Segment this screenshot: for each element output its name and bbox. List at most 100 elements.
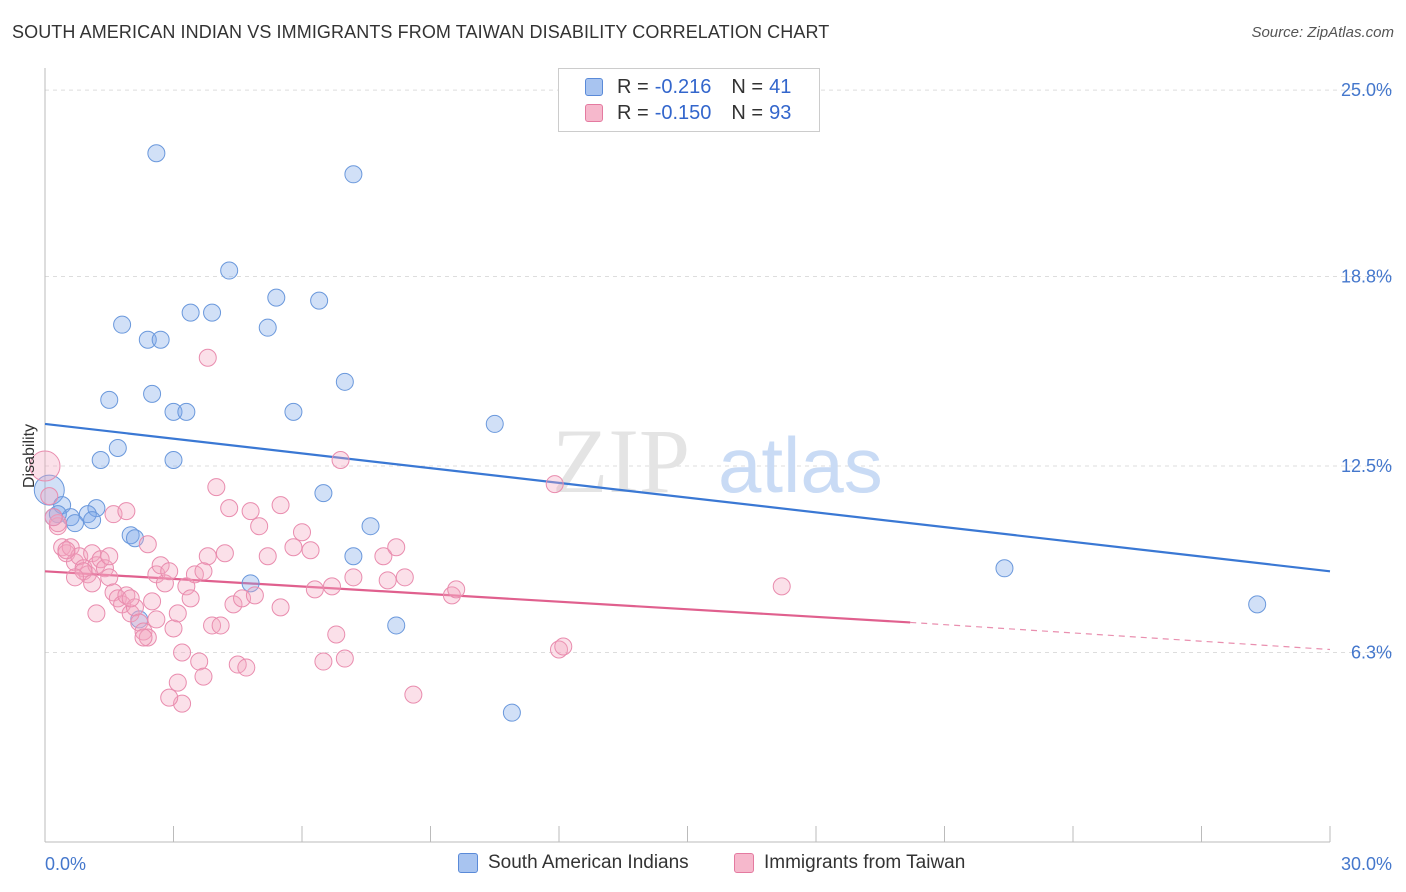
y-tick-label: 6.3% (1351, 643, 1392, 663)
y-tick-labels: 25.0% 18.8% 12.5% 6.3% (1341, 80, 1392, 662)
stats-row-immigrants-from-taiwan: R = -0.150 N = 93 (585, 101, 791, 125)
point-immigrants-from-taiwan (245, 586, 264, 605)
point-immigrants-from-taiwan (160, 562, 179, 581)
point-south-american-indians (314, 484, 333, 503)
point-immigrants-from-taiwan (271, 598, 290, 617)
legend-swatch-pink (734, 853, 754, 873)
point-immigrants-from-taiwan (237, 658, 256, 677)
point-south-american-indians (164, 402, 183, 421)
data-points (29, 144, 1267, 722)
point-immigrants-from-taiwan (331, 451, 350, 470)
r-value: -0.150 (654, 101, 712, 124)
y-tick-label: 18.8% (1341, 267, 1392, 287)
point-south-american-indians (100, 390, 119, 409)
point-immigrants-from-taiwan (155, 574, 174, 593)
point-immigrants-from-taiwan (378, 571, 397, 590)
stats-swatch-pink (585, 104, 603, 122)
point-immigrants-from-taiwan (404, 685, 423, 704)
point-immigrants-from-taiwan (215, 544, 234, 563)
r-label: R = (617, 101, 649, 124)
point-south-american-indians (284, 402, 303, 421)
point-immigrants-from-taiwan (258, 547, 277, 566)
point-immigrants-from-taiwan (211, 616, 230, 635)
point-immigrants-from-taiwan (44, 508, 63, 527)
point-south-american-indians (181, 303, 200, 322)
point-south-american-indians (344, 165, 363, 184)
point-immigrants-from-taiwan (220, 499, 239, 518)
legend-item-south-american-indians[interactable]: South American Indians (458, 852, 689, 874)
point-immigrants-from-taiwan (29, 450, 61, 482)
point-immigrants-from-taiwan (117, 502, 136, 521)
point-immigrants-from-taiwan (293, 523, 311, 542)
point-south-american-indians (108, 438, 127, 457)
point-immigrants-from-taiwan (173, 643, 192, 662)
point-immigrants-from-taiwan (772, 577, 791, 596)
trend-line-immigrants-from-taiwan (44, 570, 911, 624)
point-immigrants-from-taiwan (168, 673, 187, 692)
point-immigrants-from-taiwan (87, 604, 106, 623)
point-immigrants-from-taiwan (138, 535, 157, 554)
point-immigrants-from-taiwan (387, 538, 406, 557)
point-immigrants-from-taiwan (545, 475, 564, 494)
point-south-american-indians (485, 414, 504, 433)
point-immigrants-from-taiwan (194, 562, 213, 581)
point-south-american-indians (147, 144, 166, 163)
point-immigrants-from-taiwan (125, 598, 144, 617)
point-immigrants-from-taiwan (395, 568, 414, 587)
trend-lines (44, 422, 1331, 651)
n-label: N = (731, 75, 764, 98)
point-immigrants-from-taiwan (95, 559, 114, 578)
point-immigrants-from-taiwan (250, 517, 269, 536)
point-south-american-indians (1248, 595, 1267, 614)
y-axis-label: Disability (21, 424, 38, 488)
point-immigrants-from-taiwan (327, 625, 346, 644)
legend-swatch-blue (458, 853, 478, 873)
point-south-american-indians (361, 517, 380, 536)
point-south-american-indians (203, 303, 222, 322)
point-south-american-indians (502, 703, 521, 722)
point-immigrants-from-taiwan (194, 667, 213, 686)
r-label: R = (617, 75, 649, 98)
point-south-american-indians (995, 559, 1014, 578)
point-south-american-indians (241, 574, 260, 593)
point-south-american-indians (220, 261, 239, 280)
watermark-zip: ZIP (552, 410, 690, 512)
point-south-american-indians (151, 330, 170, 349)
point-south-american-indians (138, 330, 157, 349)
point-immigrants-from-taiwan (143, 592, 162, 611)
point-immigrants-from-taiwan (241, 502, 260, 521)
point-immigrants-from-taiwan (374, 547, 393, 566)
point-immigrants-from-taiwan (57, 541, 76, 560)
point-immigrants-from-taiwan (65, 568, 84, 587)
y-tick-label: 25.0% (1341, 80, 1392, 100)
point-immigrants-from-taiwan (164, 619, 183, 638)
point-south-american-indians (83, 511, 102, 530)
point-immigrants-from-taiwan (305, 580, 324, 599)
point-south-american-indians (143, 384, 162, 403)
chart-title: SOUTH AMERICAN INDIAN VS IMMIGRANTS FROM… (12, 22, 830, 42)
point-immigrants-from-taiwan (100, 568, 119, 587)
point-immigrants-from-taiwan (160, 688, 179, 707)
point-immigrants-from-taiwan (447, 580, 466, 599)
point-immigrants-from-taiwan (314, 652, 333, 671)
point-south-american-indians (113, 315, 132, 334)
x-tick-label-max: 30.0% (1341, 854, 1392, 874)
point-immigrants-from-taiwan (301, 541, 320, 560)
n-label: N = (731, 101, 764, 124)
point-south-american-indians (164, 451, 183, 470)
point-south-american-indians (335, 372, 354, 391)
point-immigrants-from-taiwan (147, 610, 166, 629)
axes (44, 68, 1331, 843)
point-south-american-indians (267, 288, 286, 307)
point-south-american-indians (310, 291, 329, 310)
point-immigrants-from-taiwan (130, 613, 149, 632)
point-immigrants-from-taiwan (198, 348, 217, 367)
n-value: 41 (769, 75, 792, 98)
x-tick-label-min: 0.0% (45, 854, 86, 874)
trend-line-extension (910, 621, 1331, 651)
point-south-american-indians (65, 514, 84, 533)
legend-label: Immigrants from Taiwan (764, 852, 966, 873)
point-immigrants-from-taiwan (121, 589, 140, 608)
legend-item-immigrants-from-taiwan[interactable]: Immigrants from Taiwan (734, 852, 965, 874)
point-south-american-indians (91, 451, 110, 470)
